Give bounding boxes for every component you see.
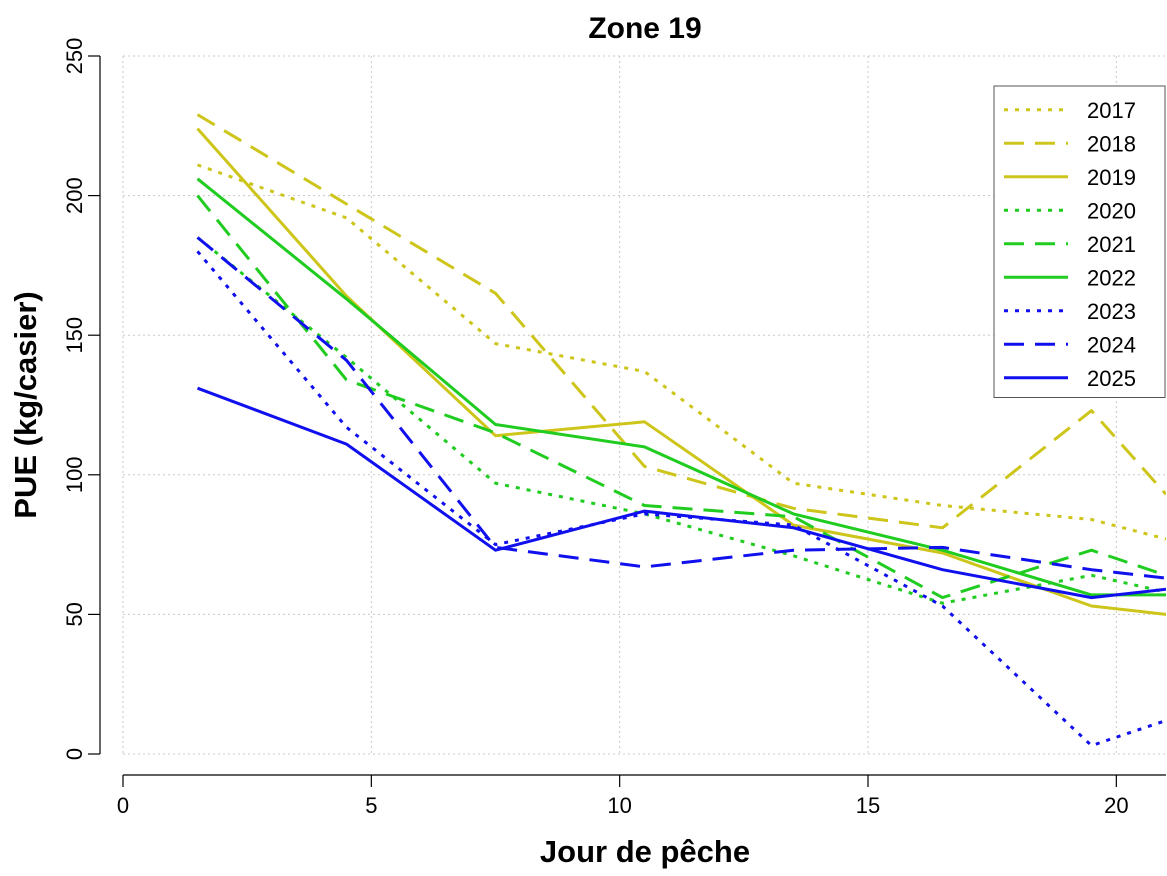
y-tick-label: 50 [62,602,87,626]
y-tick-label: 250 [62,38,87,75]
legend-label-2025: 2025 [1087,366,1136,391]
x-tick-label: 15 [856,793,880,818]
legend-label-2022: 2022 [1087,265,1136,290]
y-axis-title: PUE (kg/casier) [8,291,43,518]
grid [122,55,1166,755]
legend-label-2020: 2020 [1087,198,1136,223]
x-axis-title: Jour de pêche [540,834,750,869]
series-line-2017 [196,163,1166,541]
series-layer [196,113,1166,748]
series-line-2020 [196,236,1166,605]
legend-box [993,85,1166,398]
legend-label-2019: 2019 [1087,165,1136,190]
y-tick-label: 200 [62,177,87,214]
series-line-2018 [196,113,1166,530]
x-tick-label: 5 [365,793,377,818]
x-tick-label: 0 [117,793,129,818]
legend-label-2018: 2018 [1087,131,1136,156]
legend-label-2017: 2017 [1087,98,1136,123]
y-tick-label: 0 [62,748,87,760]
legend-label-2023: 2023 [1087,299,1136,324]
y-tick-label: 100 [62,456,87,493]
chart-title: Zone 19 [588,12,701,45]
legend-label-2024: 2024 [1087,332,1136,357]
y-tick-label: 150 [62,317,87,354]
x-tick-label: 20 [1104,793,1128,818]
legend: 2017 2018 2019 2020 2021 2022 2023 2024 2025 [993,85,1166,398]
legend-label-2021: 2021 [1087,232,1136,257]
x-tick-label: 10 [607,793,631,818]
series-line-2024 [196,236,1166,580]
series-line-2025 [196,386,1166,600]
series-line-2022 [196,177,1166,597]
series-line-2021 [196,194,1166,600]
